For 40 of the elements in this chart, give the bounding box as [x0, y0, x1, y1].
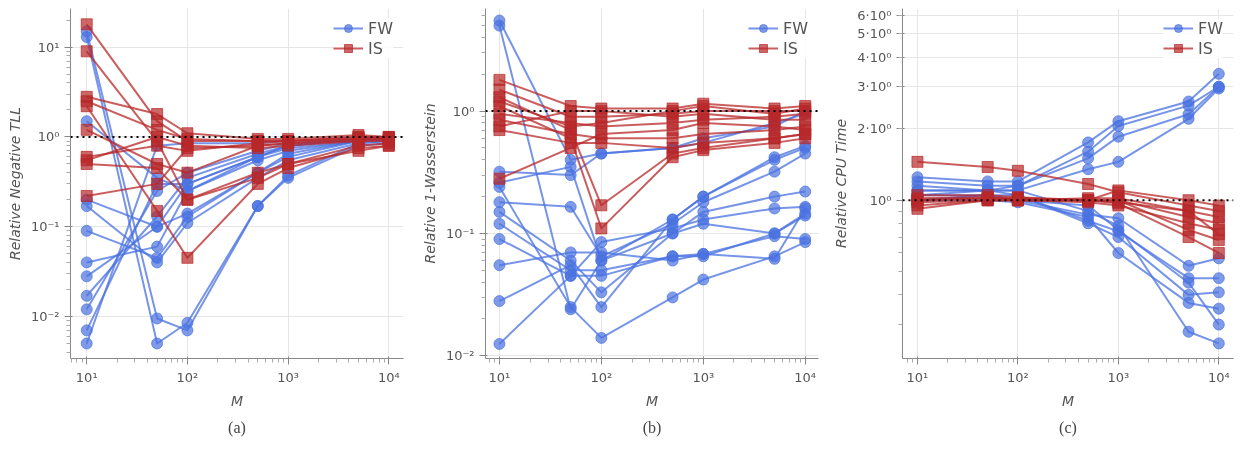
x-axis-title: M [230, 392, 244, 409]
y-tick-label: 10⁻² [445, 348, 475, 364]
x-tick-label: 10⁴ [377, 369, 400, 385]
y-tick-label: 10⁻¹ [30, 219, 60, 235]
x-tick-label: 10³ [277, 369, 299, 385]
x-tick-label: 10⁴ [794, 369, 817, 385]
y-tick-label: 10⁻² [30, 308, 60, 324]
y-axis-title: Relative 1-Wasserstein [421, 103, 438, 264]
legend-label: FW [782, 18, 808, 38]
legend-label: FW [367, 18, 393, 38]
x-axis-title: M [1061, 392, 1075, 409]
text: (a) [228, 418, 246, 437]
y-tick-label: 10⁰ [452, 103, 475, 119]
text: (c) [1059, 418, 1077, 437]
y-tick-label: 10⁻¹ [445, 225, 475, 241]
x-tick-label: 10³ [1107, 369, 1130, 385]
y-tick-label: 10⁰ [869, 192, 892, 208]
y-axis-title: Relative CPU Time [833, 118, 850, 249]
x-tick-label: 10⁴ [1207, 369, 1230, 385]
x-tick-label: 10³ [692, 369, 715, 385]
x-axis-title: M [645, 392, 659, 409]
x-tick-label: 10² [176, 369, 199, 385]
y-tick-label: 10¹ [37, 39, 60, 55]
legend-label: FW [1197, 18, 1223, 38]
y-tick-label: 3·10⁰ [857, 79, 892, 95]
y-axis-title: Relative Negative TLL [6, 107, 23, 260]
y-tick-label: 4·10⁰ [857, 49, 892, 65]
x-tick-label: 10² [590, 369, 613, 385]
legend-label: IS [1197, 38, 1214, 58]
y-tick-label: 2·10⁰ [857, 121, 892, 137]
y-tick-label: 10⁰ [37, 129, 60, 145]
x-tick-label: 10¹ [75, 369, 98, 385]
x-tick-label: 10¹ [906, 369, 929, 385]
legend-label: IS [782, 38, 799, 58]
legend-label: IS [367, 38, 384, 58]
y-tick-label: 5·10⁰ [857, 26, 892, 42]
y-tick-label: 6·10⁰ [857, 7, 892, 23]
x-tick-label: 10² [1007, 369, 1029, 385]
text: (b) [642, 418, 662, 437]
x-tick-label: 10¹ [488, 369, 511, 385]
